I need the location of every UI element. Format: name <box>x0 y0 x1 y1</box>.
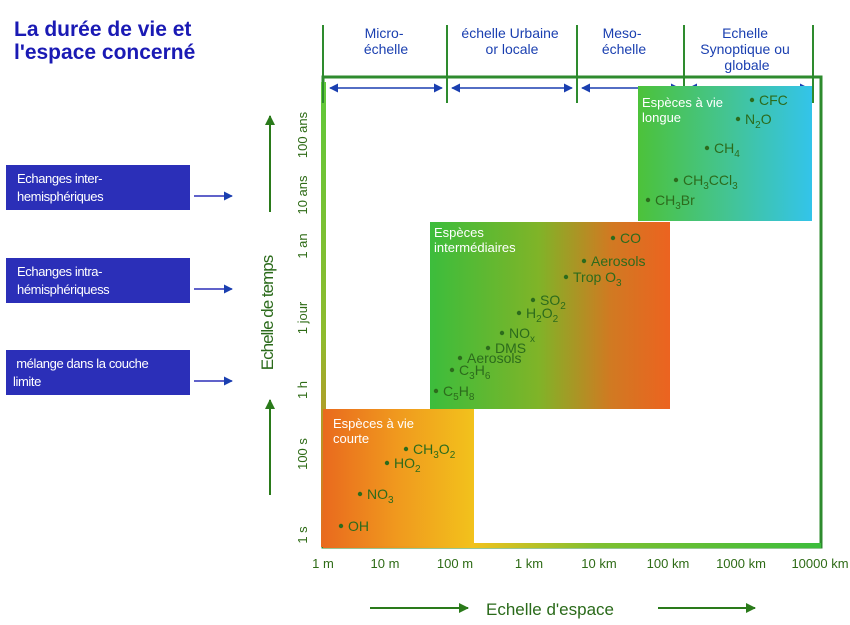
y-tick-label: 100 ans <box>295 111 310 158</box>
intermediate-species-box <box>430 222 670 409</box>
species-dot <box>563 274 569 280</box>
x-tick-label: 10 m <box>371 556 400 571</box>
page-title-line2: l'espace concerné <box>14 41 196 64</box>
species-label: C3H6 <box>459 362 491 382</box>
scale-label-urban: échelle Urbaine or locale <box>461 25 562 57</box>
page-title-line1: La durée de vie et <box>14 18 192 41</box>
species-dot <box>457 355 463 361</box>
exchange-box-line1: mélange dans la couche <box>13 356 149 371</box>
x-tick-label: 10000 km <box>791 556 848 571</box>
scale-label-meso: Meso- échelle <box>602 25 647 57</box>
x-axis-title: Echelle d'espace <box>486 600 614 619</box>
species-dot <box>357 491 363 497</box>
exchange-box-line2: limite <box>13 374 41 389</box>
species-dot <box>516 310 522 316</box>
x-tick-label: 1000 km <box>716 556 766 571</box>
exchange-box-line2: hémisphériquess <box>17 282 110 297</box>
y-tick-label: 1 an <box>295 233 310 258</box>
species-dot <box>403 446 409 452</box>
y-tick-label: 10 ans <box>295 175 310 215</box>
species-label: DMS <box>495 340 526 356</box>
species-label: CO <box>620 230 641 246</box>
species-label: CFC <box>759 92 788 108</box>
species-dot <box>645 197 651 203</box>
species-label: HO2 <box>394 455 421 475</box>
scale-label-synoptic: Echelle Synoptique ou globale <box>700 25 793 73</box>
species-dot <box>499 330 505 336</box>
species-dot <box>530 297 536 303</box>
short-lived-box-title: Espèces à vie courte <box>333 416 418 446</box>
x-tick-label: 10 km <box>581 556 616 571</box>
bottom-edge-band <box>323 543 821 548</box>
x-tick-labels: 1 m 10 m 100 m 1 km 10 km 100 km 1000 km 10000 … <box>312 556 848 571</box>
x-tick-label: 100 km <box>647 556 690 571</box>
exchange-box-line2: hemisphériques <box>17 189 104 204</box>
species-dot <box>735 116 741 122</box>
intermediate-box-title: Espèces intermédiaires <box>434 225 516 255</box>
species-dot <box>704 145 710 151</box>
x-tick-label: 1 m <box>312 556 334 571</box>
species-label: CH3CCl3 <box>683 172 738 192</box>
species-dot <box>673 177 679 183</box>
scale-label-micro: Micro- échelle <box>364 25 409 57</box>
page-title: La durée de vie et l'espace concerné <box>14 18 195 64</box>
y-tick-label: 1 s <box>295 526 310 544</box>
species-label: Trop O3 <box>573 269 622 289</box>
exchange-box-intra-hemispheric: Echanges intra- hémisphériquess <box>6 258 190 303</box>
y-tick-label: 100 s <box>295 438 310 470</box>
species-label: CH3Br <box>655 192 695 212</box>
species-label: Aerosols <box>467 350 521 366</box>
species-label: CH4 <box>714 140 740 160</box>
species-dot <box>749 97 755 103</box>
exchange-box-boundary-layer: mélange dans la couche limite <box>6 350 190 395</box>
long-lived-box-title: Espèces à vie longue <box>642 95 727 125</box>
species-dot <box>581 258 587 264</box>
species-dot <box>384 460 390 466</box>
species-dot <box>449 367 455 373</box>
species-label: C5H8 <box>443 383 475 403</box>
short-lived-species-box <box>323 409 474 546</box>
species-label: SO2 <box>540 292 566 312</box>
species-dot <box>485 345 491 351</box>
exchange-box-inter-hemispheric: Echanges inter- hemisphériques <box>6 165 190 210</box>
y-tick-label: 1 jour <box>295 301 310 334</box>
species-dot <box>610 235 616 241</box>
species-label: NO3 <box>367 486 394 506</box>
species-label: NOx <box>509 325 535 345</box>
left-edge-band <box>321 82 326 547</box>
species-label: CH3O2 <box>413 441 456 461</box>
y-tick-labels: 1 s 100 s 1 h 1 jour 1 an 10 ans 100 ans <box>295 111 310 543</box>
long-lived-species-box <box>638 86 812 221</box>
species-dot <box>338 523 344 529</box>
species-label: N2O <box>745 111 772 131</box>
exchange-box-line1: Echanges inter- <box>17 171 103 186</box>
species-label: Aerosols <box>591 253 645 269</box>
species-dot <box>433 388 439 394</box>
y-tick-label: 1 h <box>295 381 310 399</box>
y-axis-title: Echelle de temps <box>258 255 277 370</box>
exchange-box-line1: Echanges intra- <box>17 264 103 279</box>
species-label: H2O2 <box>526 305 559 325</box>
x-tick-label: 1 km <box>515 556 543 571</box>
species-label: OH <box>348 518 369 534</box>
x-tick-label: 100 m <box>437 556 473 571</box>
